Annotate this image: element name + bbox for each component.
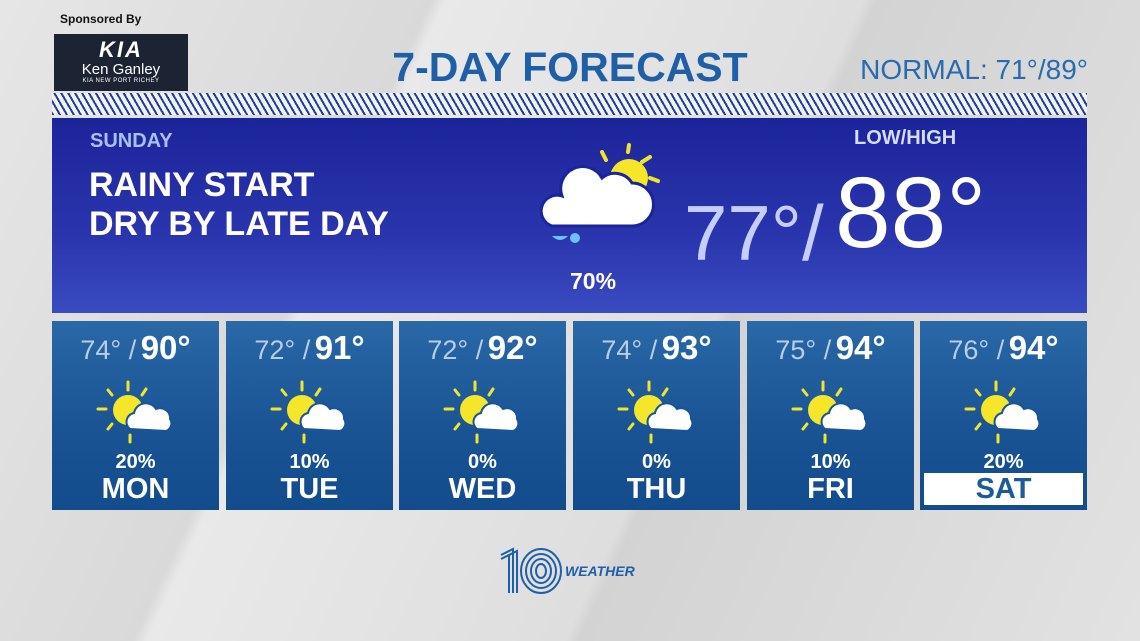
temps: 74° / 90°: [52, 329, 219, 366]
temps: 75° / 94°: [747, 329, 914, 366]
day-name: SAT: [924, 473, 1083, 505]
precip-chance: 0%: [468, 451, 497, 473]
weather-wordmark: WEATHER: [565, 563, 635, 579]
partly-sunny-icon: [270, 379, 350, 449]
temps: 76° / 94°: [920, 329, 1087, 366]
high-temp: 90°: [140, 329, 191, 366]
partly-sunny-icon: [96, 379, 176, 449]
normal-temps: NORMAL: 71°/89°: [860, 54, 1088, 85]
ten-logo-icon: [500, 547, 562, 594]
partly-sunny-icon: [443, 379, 523, 449]
partly-sunny-icon: [791, 379, 871, 449]
today-panel: SUNDAY RAINY START DRY BY LATE DAY 70% L…: [52, 118, 1087, 313]
low-temp: 72° /: [254, 335, 311, 365]
today-day: SUNDAY: [90, 130, 173, 152]
precip-chance: 10%: [289, 451, 330, 473]
low-temp: 76° /: [948, 335, 1005, 365]
temps: 72° / 92°: [399, 329, 566, 366]
kia-logo-mark: KIA: [99, 37, 143, 62]
today-low: 77°/: [684, 189, 824, 277]
day-name: MON: [101, 473, 170, 505]
headline-line2: DRY BY LATE DAY: [89, 205, 389, 243]
day-card-mon: 74° / 90° 20% MON: [52, 321, 219, 510]
precip-chance: 20%: [983, 451, 1024, 473]
sponsor-label: Sponsored By: [60, 12, 142, 26]
day-name: THU: [626, 473, 687, 505]
low-temp: 74° /: [80, 335, 137, 365]
low-temp: 72° /: [427, 335, 484, 365]
high-temp: 91°: [314, 329, 365, 366]
10-weather-logo: WEATHER: [497, 545, 635, 602]
temps: 72° / 91°: [226, 329, 393, 366]
sponsor-logo: KIA Ken Ganley KIA NEW PORT RICHEY: [54, 34, 188, 91]
partly-sunny-icon: [617, 379, 697, 449]
high-temp: 92°: [487, 329, 538, 366]
rain-cloud-sun-icon: [539, 143, 660, 243]
today-precip: 70%: [570, 268, 617, 294]
high-temp: 93°: [661, 329, 712, 366]
precip-chance: 10%: [810, 451, 851, 473]
page-title: 7-DAY FORECAST: [392, 44, 748, 90]
day-name: FRI: [807, 473, 854, 505]
low-temp: 74° /: [601, 335, 658, 365]
today-headline: RAINY START DRY BY LATE DAY: [89, 166, 389, 244]
lowhigh-label: LOW/HIGH: [854, 127, 957, 149]
high-temp: 94°: [1008, 329, 1059, 366]
headline-line1: RAINY START: [89, 166, 315, 204]
high-temp: 94°: [835, 329, 886, 366]
partly-sunny-icon: [964, 379, 1044, 449]
hatch-divider: [52, 93, 1087, 115]
dealer-name: Ken Ganley: [81, 61, 161, 78]
precip-chance: 20%: [115, 451, 156, 473]
precip-chance: 0%: [642, 451, 671, 473]
day-card-thu: 74° / 93° 0% THU: [573, 321, 740, 510]
day-card-sat: 76° / 94° 20% SAT: [920, 321, 1087, 510]
day-card-wed: 72° / 92° 0% WED: [399, 321, 566, 510]
day-name: WED: [448, 473, 517, 505]
low-temp: 75° /: [775, 335, 832, 365]
temps: 74° / 93°: [573, 329, 740, 366]
day-card-fri: 75° / 94° 10% FRI: [747, 321, 914, 510]
day-name: TUE: [280, 473, 339, 505]
dealer-sub: KIA NEW PORT RICHEY: [82, 78, 160, 84]
day-card-tue: 72° / 91° 10% TUE: [226, 321, 393, 510]
today-high: 88°: [835, 157, 987, 269]
